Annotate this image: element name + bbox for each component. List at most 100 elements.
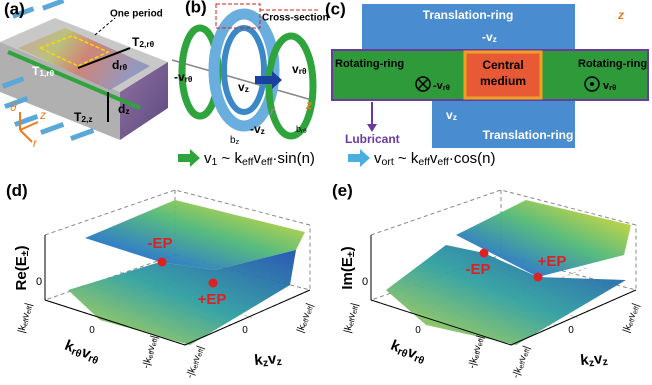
annotation: Cross-section [262,13,329,24]
plot: (e)Im(E±)0-EP+EP|keffveff|0-|keffveff|kr… [332,181,642,379]
label-mvz: -vz [250,122,265,136]
text-part: ·sin(n) [272,150,315,167]
text-part: -EP [147,235,172,252]
text-part: 0 [568,325,574,336]
panel-label: (a) [4,0,25,18]
subscript: eff [242,156,254,168]
label: Translation-ring [423,8,514,22]
subscript: eff [418,156,430,168]
text-part: +EP [198,291,227,308]
figure: (a) One period T2,rθ T1,z T1,rθ drθ dz T… [0,0,652,385]
text-part: | [630,302,641,308]
label: z [617,8,624,22]
y-tick-label: -|keffveff| [510,344,532,380]
label-vr: vrθ [292,62,307,76]
text-part: ·cos(n) [449,150,496,167]
text-part: (e) [332,181,353,200]
text-part: +EP [538,253,567,270]
x-tick-label: |keffveff| [16,302,35,334]
ep-plus-label: +EP [538,253,567,270]
text-part: -v [482,30,493,44]
text-part: ) [339,246,356,251]
label-t2r: T2,rθ [132,35,155,49]
x-label: krθvrθ [62,337,102,367]
label: Lubricant [345,132,400,146]
subscript: rθ [185,74,193,84]
label-mvr: -vrθ [174,70,193,84]
panel-a: (a) One period T2,rθ T1,z T1,rθ drθ dz T… [0,0,168,150]
plot: (d)Re(E±)0-EP+EP|keffveff|0-|keffveff|kr… [6,181,316,379]
text-part: -EP [465,261,490,278]
x-tick-label: |keffveff| [342,302,361,334]
ep-minus-point [480,249,489,258]
y-tick-label: -|keffveff| [184,344,206,380]
text-part: -v [174,70,185,84]
subscript: eff [261,156,273,168]
eq-arrow-blue [348,149,370,167]
subscript: ort [382,156,394,168]
subscript: rθ [299,66,307,76]
ep-plus-point [534,273,543,282]
text-part: | [23,302,34,307]
text-part: Re(E [13,256,30,290]
plots: (d) Re(E±) 0 -EP +EP |keffveff| 0 -|keffveff| kr… [6,181,642,379]
panel-label: (d) [6,181,28,200]
axis-r: r [33,136,38,150]
x-tick-label: -|keffveff| [466,334,485,370]
subscript: rθ [301,128,307,135]
y-tick-label: |keffveff| [295,302,316,334]
label: medium [480,74,526,88]
ep-plus-point [209,279,218,288]
annotation: One period [110,9,163,20]
out-dot [590,82,594,86]
text-part: 0 [362,276,368,288]
text-part: 0 [415,325,421,336]
y-tick-label: |keffveff| [621,302,642,334]
subscript: z [261,126,265,136]
z-label: Re(E±) [13,246,31,291]
subscript: z [493,34,497,44]
label: Rotating-ring [335,58,404,70]
y-tick-label: 0 [568,325,574,336]
label: Translation-ring [483,128,574,142]
subscript: z [453,112,457,122]
label-t1z: T1,z [76,14,95,28]
subscript: eff [437,156,449,168]
subscript: z [602,355,608,367]
subscript: 1,rθ [39,68,54,78]
label-vz: vz [238,80,249,94]
subscript: z [276,355,282,367]
text-part: ) [13,246,30,251]
label-bz: bz [230,135,240,146]
y-label: kzvz [254,350,283,370]
equation: v1 ~ keffveff·sin(n) [204,150,315,168]
text-part: | [521,344,532,350]
text-part: | [304,302,315,308]
subscript: z [125,106,129,116]
subscript: rθ [119,62,127,72]
ep-minus-point [158,258,167,267]
ep-plus-label: +EP [198,291,227,308]
x-label: krθvrθ [388,337,428,367]
text-part: 0 [89,325,95,336]
text-part: Im(E [339,257,356,290]
x-tick-label: 0 [415,325,421,336]
axis-theta: θ [10,100,17,114]
text-part: | [349,302,360,307]
panel-b: (b) Cross-section -vrθ vrθ vz -vz bz r z… [172,0,329,146]
text-part: ~ k [394,150,419,167]
x-tick-label: 0 [89,325,95,336]
axis-z: z [39,108,46,122]
subscript: 1,z [83,18,94,28]
text-part: (d) [6,181,28,200]
text-part: | [195,344,206,350]
subscript: 2,z [81,114,92,124]
equation: vort ~ keffveff·cos(n) [374,150,496,168]
z-tick: 0 [362,276,368,288]
panel-label: (c) [325,0,346,18]
lubricant-head [367,124,377,132]
eq-arrow-green [178,149,200,167]
subscript: 2,rθ [139,39,154,49]
panel-label: (e) [332,181,353,200]
panel-c: (c) Translation-ring -vz z Rotating-ring… [325,0,648,148]
